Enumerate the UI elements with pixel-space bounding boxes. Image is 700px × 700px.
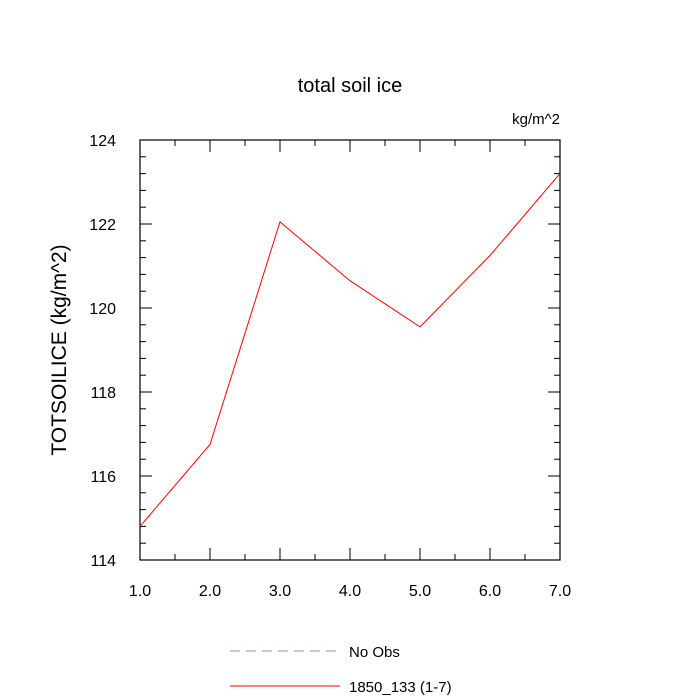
y-tick-label: 118 <box>90 385 116 402</box>
series-line <box>139 173 561 527</box>
x-tick-label: 3.0 <box>269 583 291 600</box>
x-tick-labels: 1.0 2.0 3.0 4.0 5.0 6.0 7.0 <box>129 583 571 600</box>
series-layer <box>139 173 561 527</box>
units-label: kg/m^2 <box>512 111 560 128</box>
x-tick-label: 4.0 <box>339 583 361 600</box>
x-tick-label: 5.0 <box>409 583 431 600</box>
x-tick-label: 7.0 <box>549 583 571 600</box>
y-tick-label: 120 <box>89 301 116 318</box>
y-axis-label: TOTSOILICE (kg/m^2) <box>48 244 71 455</box>
y-tick-labels: 114 116 118 120 122 124 <box>89 133 116 570</box>
y-tick-label: 122 <box>89 217 116 234</box>
x-tick-label: 6.0 <box>479 583 501 600</box>
chart-title: total soil ice <box>298 75 403 97</box>
x-tick-label: 1.0 <box>129 583 151 600</box>
legend-label: No Obs <box>349 644 400 661</box>
plot-frame <box>139 139 561 561</box>
legend: No Obs 1850_133 (1-7) <box>230 644 452 696</box>
axis-ticks <box>139 139 561 561</box>
y-tick-label: 114 <box>90 553 116 570</box>
y-tick-label: 116 <box>90 469 116 486</box>
x-tick-label: 2.0 <box>199 583 221 600</box>
legend-label: 1850_133 (1-7) <box>349 679 452 696</box>
y-tick-label: 124 <box>89 133 116 150</box>
